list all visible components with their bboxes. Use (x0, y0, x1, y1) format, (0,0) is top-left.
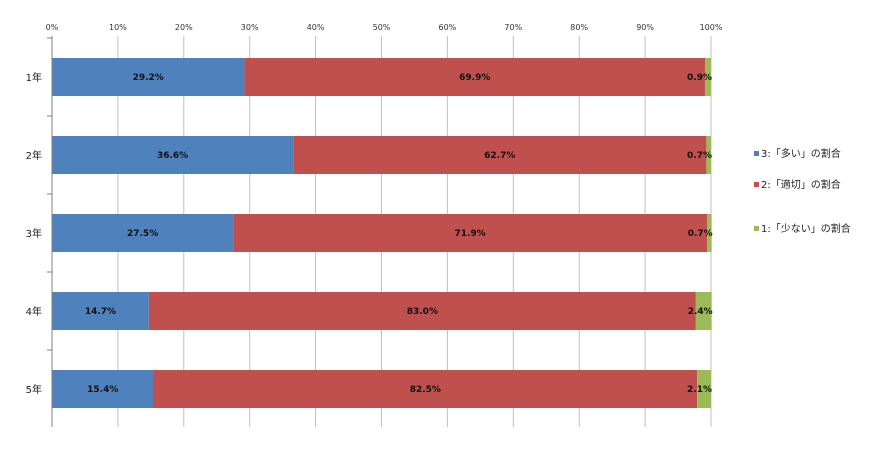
bar-segment (52, 214, 234, 252)
category-label: 5年 (26, 383, 42, 396)
x-tick-label: 90% (636, 23, 654, 32)
data-label: 62.7% (484, 151, 515, 161)
x-tick-label: 50% (373, 23, 391, 32)
category-label: 1年 (26, 71, 42, 84)
category-label: 2年 (26, 149, 42, 162)
bars (52, 58, 712, 408)
bar-segment (706, 136, 711, 174)
data-label: 71.9% (455, 229, 486, 239)
data-label: 0.9% (687, 73, 712, 83)
legend-swatch (754, 182, 759, 187)
bar-segment (705, 58, 711, 96)
data-label: 2.1% (687, 385, 712, 395)
data-label: 0.7% (688, 229, 713, 239)
data-label: 14.7% (85, 307, 116, 317)
data-label: 29.2% (133, 73, 164, 83)
x-tick-label: 40% (307, 23, 325, 32)
bar-segment (244, 58, 706, 96)
data-label: 0.7% (687, 151, 712, 161)
bar-segment (52, 58, 245, 96)
legend-swatch (754, 226, 759, 231)
bar-segment (707, 214, 712, 252)
bar-segment (52, 136, 294, 174)
legend: 3:「多い」の割合 2:「適切」の割合 1:「少ない」の割合 (754, 147, 851, 235)
bar-segment (153, 370, 698, 408)
data-label: 15.4% (87, 385, 118, 395)
x-tick-label: 0% (46, 23, 59, 32)
x-tick-label: 100% (700, 23, 723, 32)
data-label: 69.9% (459, 73, 490, 83)
bar-segment (148, 292, 696, 330)
x-tick-label: 20% (175, 23, 193, 32)
legend-label: 2:「適切」の割合 (761, 178, 841, 191)
category-label: 3年 (26, 227, 42, 240)
category-label: 4年 (26, 305, 42, 318)
bar-segment (695, 292, 712, 330)
legend-swatch (754, 151, 759, 156)
x-tick-label: 10% (109, 23, 127, 32)
bar-segment (52, 292, 149, 330)
labels: 0% 10% 20% 30% 40% 50% 60% 70% 80% 90% 100% 1年 29.2%… (26, 23, 723, 396)
bar-segment (52, 370, 154, 408)
data-label: 36.6% (157, 151, 188, 161)
data-label: 27.5% (127, 229, 158, 239)
axes (47, 36, 53, 427)
x-tick-label: 60% (439, 23, 457, 32)
bar-segment (697, 370, 711, 408)
data-label: 2.4% (688, 307, 713, 317)
x-tick-label: 70% (504, 23, 522, 32)
x-tick-label: 30% (241, 23, 259, 32)
legend-label: 3:「多い」の割合 (761, 147, 841, 160)
data-label: 83.0% (407, 307, 438, 317)
bar-segment (233, 214, 708, 252)
x-tick-label: 80% (570, 23, 588, 32)
data-label: 82.5% (410, 385, 441, 395)
bar-segment (293, 136, 707, 174)
legend-label: 1:「少ない」の割合 (761, 222, 851, 235)
